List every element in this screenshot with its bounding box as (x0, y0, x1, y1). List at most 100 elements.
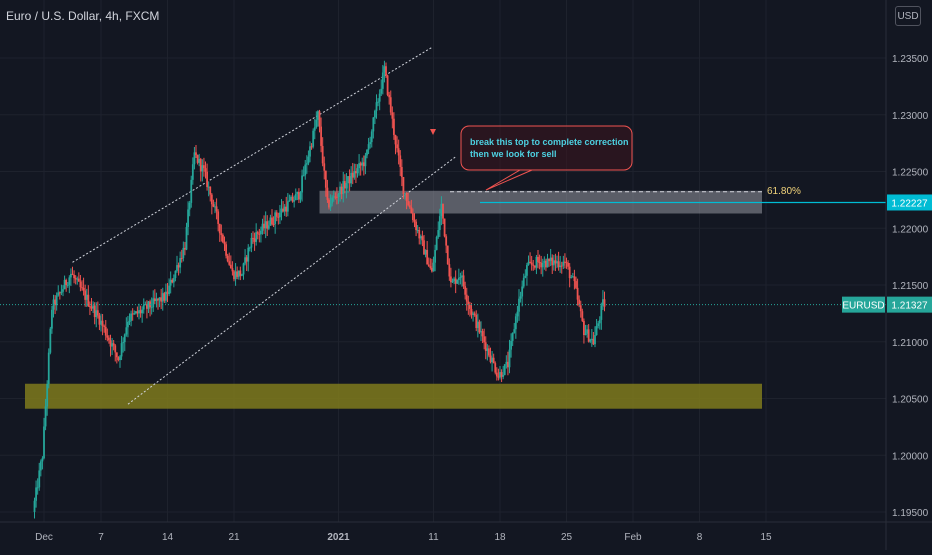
candle-body (554, 260, 557, 264)
candle-body (347, 176, 349, 184)
candle-body (166, 291, 169, 295)
candle-body (49, 328, 52, 353)
candle-body (43, 426, 45, 459)
y-tick-label: 1.23000 (892, 111, 929, 122)
candle-body (237, 270, 240, 277)
candle-body (405, 193, 408, 202)
candle-body (356, 168, 359, 174)
candle-body (77, 278, 80, 282)
currency-button[interactable]: USD (895, 6, 921, 26)
candle-body (144, 304, 147, 306)
candle-body (119, 356, 121, 361)
candle-body (220, 233, 223, 235)
candle-body (586, 329, 588, 334)
candle-body (548, 258, 550, 262)
y-tick-label: 1.21500 (892, 281, 929, 292)
candle-body (63, 279, 66, 290)
candle-body (52, 299, 55, 310)
candle-body (169, 279, 172, 286)
candle-body (399, 155, 402, 168)
candle-body (248, 247, 251, 249)
candle-body (546, 258, 549, 268)
candle-body (155, 298, 158, 302)
candle-body (180, 258, 183, 260)
candle-body (427, 264, 430, 267)
candle-body (513, 329, 516, 333)
candle-body (152, 298, 155, 308)
candle-body (58, 292, 61, 294)
candle-body (380, 88, 383, 94)
candle-body (545, 260, 547, 268)
candle-body (386, 75, 389, 95)
candle-body (476, 321, 479, 329)
candle-body (549, 257, 552, 262)
candle-body (296, 191, 299, 194)
candle-body (454, 278, 457, 284)
candle-body (210, 194, 213, 205)
candle-body (410, 207, 413, 214)
candle-body (459, 277, 462, 279)
candle-body (136, 311, 139, 314)
candle-body (260, 230, 262, 235)
candle-body (163, 293, 166, 301)
candle-body (429, 266, 432, 268)
candle-body (328, 199, 330, 208)
candle-body (87, 294, 90, 307)
y-tick-label: 1.22500 (892, 168, 929, 179)
candle-body (440, 203, 443, 217)
candle-body (451, 281, 454, 283)
candle-body (244, 257, 246, 264)
candle-body (168, 285, 170, 295)
candle-body (225, 244, 227, 256)
candle-body (532, 264, 535, 266)
candle-body (589, 339, 592, 342)
candle-body (236, 271, 239, 277)
candle-body (437, 230, 440, 238)
candle-body (564, 261, 566, 263)
candle-body (54, 299, 56, 306)
callout-text-line1: break this top to complete correction (470, 137, 629, 147)
callout-box (460, 125, 633, 171)
candle-body (456, 280, 459, 284)
symbol-title: Euro / U.S. Dollar, 4h, FXCM (6, 9, 160, 23)
candle-body (271, 217, 273, 224)
candle-body (483, 336, 486, 343)
candle-body (361, 162, 364, 166)
candle-body (396, 144, 398, 149)
candle-body (264, 221, 267, 229)
candle-body (172, 277, 175, 283)
candle-body (597, 323, 600, 326)
candle-body (233, 271, 235, 280)
candle-body (375, 102, 378, 111)
candle-body (470, 308, 473, 315)
candle-body (595, 325, 598, 336)
candle-body (229, 264, 232, 269)
candle-body (478, 321, 481, 333)
candle-body (362, 162, 365, 167)
candle-body (68, 277, 71, 285)
candle-body (521, 286, 524, 297)
candle-body (584, 333, 587, 336)
candle-body (385, 66, 387, 76)
candle-body (138, 310, 140, 314)
candle-body (315, 119, 318, 128)
candle-body (571, 276, 574, 278)
candle-body (434, 249, 436, 263)
candle-body (364, 155, 367, 167)
candle-body (309, 146, 311, 157)
candle-body (131, 313, 134, 315)
candle-body (415, 221, 417, 231)
candle-body (575, 281, 577, 288)
candle-body (92, 305, 94, 309)
candle-body (150, 307, 153, 309)
candle-body (177, 265, 180, 268)
candle-body (337, 194, 340, 197)
candle-body (112, 343, 115, 346)
candle-body (412, 213, 414, 221)
candle-body (267, 225, 270, 229)
candle-body (445, 236, 448, 246)
candle-body (394, 134, 397, 145)
